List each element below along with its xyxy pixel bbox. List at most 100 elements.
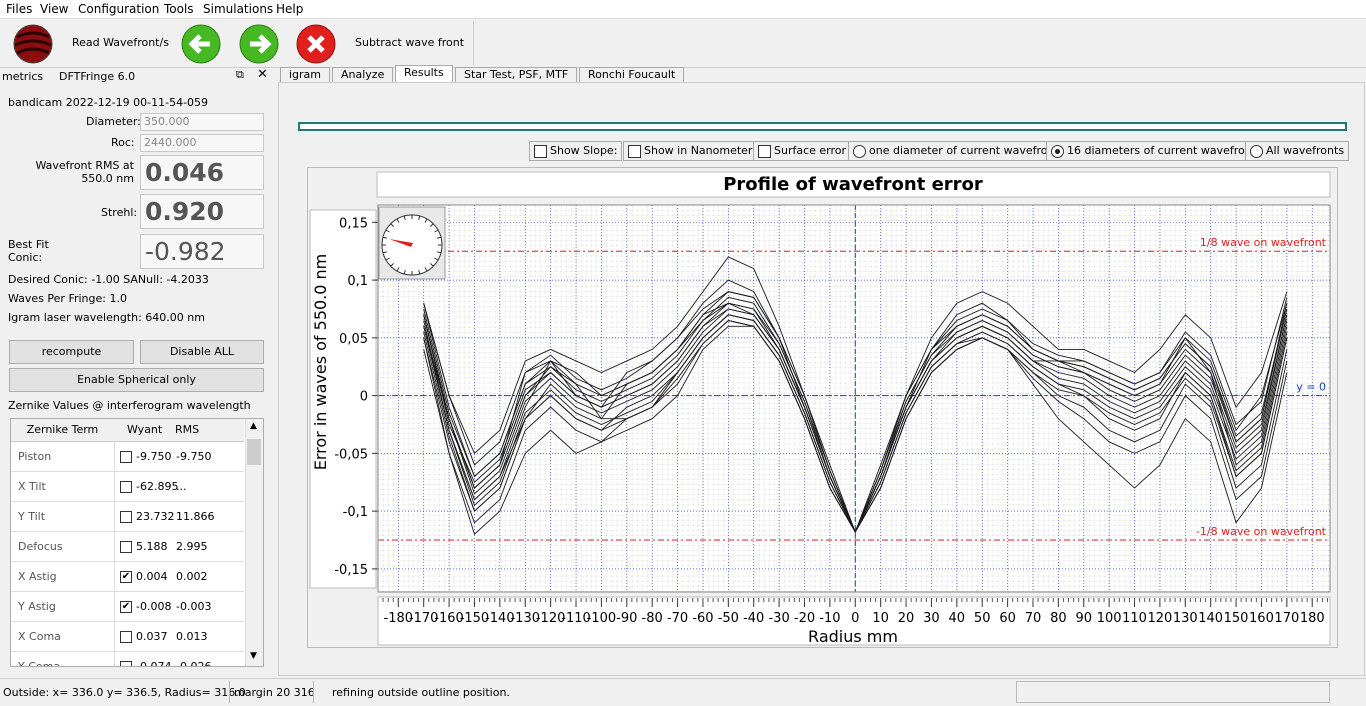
compass-tick [418, 269, 421, 275]
spherical-button[interactable]: Enable Spherical only [9, 368, 264, 392]
checkbox[interactable] [120, 541, 132, 553]
header-cell: RMS [175, 423, 200, 436]
compass-tick [436, 236, 442, 239]
checkbox[interactable]: Show Slope: [529, 141, 623, 161]
term-name: X Coma [18, 630, 61, 643]
minor-grid [378, 205, 1330, 592]
recompute-button[interactable]: recompute [9, 340, 134, 364]
compass-tick [434, 229, 439, 233]
checkbox[interactable] [120, 661, 132, 666]
rms-cell: 11.866 [176, 510, 215, 523]
scrollbar[interactable]: ▲ ▼ [245, 419, 263, 666]
compass-tick [396, 267, 400, 272]
next-button[interactable] [238, 23, 280, 65]
table-row: Piston -9.750 -9.750 [11, 442, 244, 472]
status-message: refining outside outline position. [332, 686, 510, 699]
menu-bar: Files View Configuration Tools Simulations He… [0, 0, 1366, 19]
field-label: Strehl: [101, 206, 138, 219]
menu-item[interactable]: Tools [164, 2, 194, 16]
checkbox[interactable]: ✔ [120, 571, 132, 583]
field-label: Wavefront RMS at 550.0 nm [35, 159, 134, 185]
compass-needle [389, 239, 413, 247]
close-button[interactable] [295, 23, 337, 65]
menu-item[interactable]: Files [6, 2, 33, 16]
disable-button[interactable]: Disable ALL [140, 340, 264, 364]
read-icon[interactable] [12, 23, 54, 65]
subtract-label[interactable]: Subtract wave front [355, 36, 465, 49]
y-axis-label: Error in waves of 550.0 nm [311, 254, 330, 471]
status-bar: Outside: x= 336.0 y= 336.5, Radius= 316.… [0, 678, 1366, 706]
x-tick-label: -120 [536, 611, 566, 626]
checkbox[interactable] [120, 451, 132, 463]
x-tick-label: 150 [1224, 611, 1249, 626]
rms-cell: -0.026 [176, 660, 212, 667]
tab[interactable]: Ronchi Foucault [579, 67, 685, 82]
compass-tick [385, 229, 390, 233]
scroll-thumb[interactable] [247, 439, 261, 465]
radio[interactable]: All wavefronts [1245, 141, 1350, 161]
float-icon[interactable]: ⧉ [236, 68, 244, 81]
x-tick-label: -170 [409, 611, 439, 626]
x-tick-label: 140 [1198, 611, 1223, 626]
table-row: Y Astig ✔ -0.008 -0.003 [11, 592, 244, 622]
progress-bar [298, 122, 1347, 131]
x-tick-label: -80 [642, 611, 663, 626]
term-name: Piston [18, 450, 52, 463]
term-cell [11, 472, 115, 501]
info-line: Igram laser wavelength: 640.00 nm [8, 311, 205, 324]
table-row: Y Coma -0.074 -0.026 [11, 652, 244, 667]
x-tick-label: -10 [819, 611, 840, 626]
file-name: bandicam 2022-12-19 00-11-54-059 [8, 96, 209, 109]
tab[interactable]: Analyze [332, 67, 394, 82]
tab[interactable]: igram [280, 67, 331, 82]
wyant-cell: -0.074 [136, 660, 172, 667]
x-tick-label: 0 [851, 611, 859, 626]
compass-tick [396, 218, 400, 223]
x-tick-label: 80 [1050, 611, 1067, 626]
metrics-panel: metrics DFTFringe 6.0 ⧉ ✕ bandicam 2022-… [0, 67, 277, 677]
diameter-field: 350.000 [140, 113, 264, 131]
tab[interactable]: Results [395, 65, 453, 83]
compass-tick [390, 223, 394, 227]
radio[interactable]: one diameter of current wavefront [848, 141, 1064, 161]
dock-tab[interactable]: metrics [2, 70, 44, 83]
rms-cell: -9.750 [176, 450, 212, 463]
x-tick-label: -140 [485, 611, 515, 626]
x-tick-label: 180 [1300, 611, 1325, 626]
term-cell [11, 532, 115, 561]
table-row: Y Tilt 23.732 11.866 [11, 502, 244, 532]
rms-cell: ... [176, 480, 187, 493]
wyant-cell: 5.188 [136, 540, 168, 553]
menu-item[interactable]: Configuration [78, 2, 160, 16]
x-tick-label: 70 [1025, 611, 1042, 626]
compass-tick [390, 263, 394, 267]
read-label[interactable]: Read Wavefront/s [72, 36, 169, 49]
field-label: Best Fit Conic: [8, 238, 49, 264]
checkbox[interactable]: Surface error [753, 141, 852, 161]
y-tick-label: -0,15 [334, 563, 368, 578]
wyant-cell: 23.732 [136, 510, 175, 523]
close-icon[interactable]: ✕ [257, 67, 268, 82]
checkbox[interactable] [120, 481, 132, 493]
tab[interactable]: Star Test, PSF, MTF [455, 67, 578, 82]
checkbox[interactable] [120, 631, 132, 643]
compass-tick [430, 263, 434, 267]
y-tick-label: -0,1 [343, 505, 368, 520]
table-row: X Coma 0.037 0.013 [11, 622, 244, 652]
checkbox[interactable]: ✔ [120, 601, 132, 613]
prev-button[interactable] [180, 23, 222, 65]
compass-tick [418, 215, 421, 221]
radio[interactable]: 16 diameters of current wavefront [1046, 141, 1262, 161]
plot-border [377, 204, 1331, 593]
compass-tick [424, 218, 428, 223]
compass-tick [382, 251, 388, 254]
x-tick-label: -150 [460, 611, 490, 626]
x-tick-label: 110 [1122, 611, 1147, 626]
x-tick-label: -40 [743, 611, 764, 626]
checkbox[interactable]: Show in Nanometers [623, 141, 764, 161]
menu-item[interactable]: Help [276, 2, 304, 16]
checkbox[interactable] [120, 511, 132, 523]
menu-item[interactable]: View [40, 2, 69, 16]
menu-item[interactable]: Simulations [203, 2, 274, 16]
compass-tick [382, 236, 388, 239]
